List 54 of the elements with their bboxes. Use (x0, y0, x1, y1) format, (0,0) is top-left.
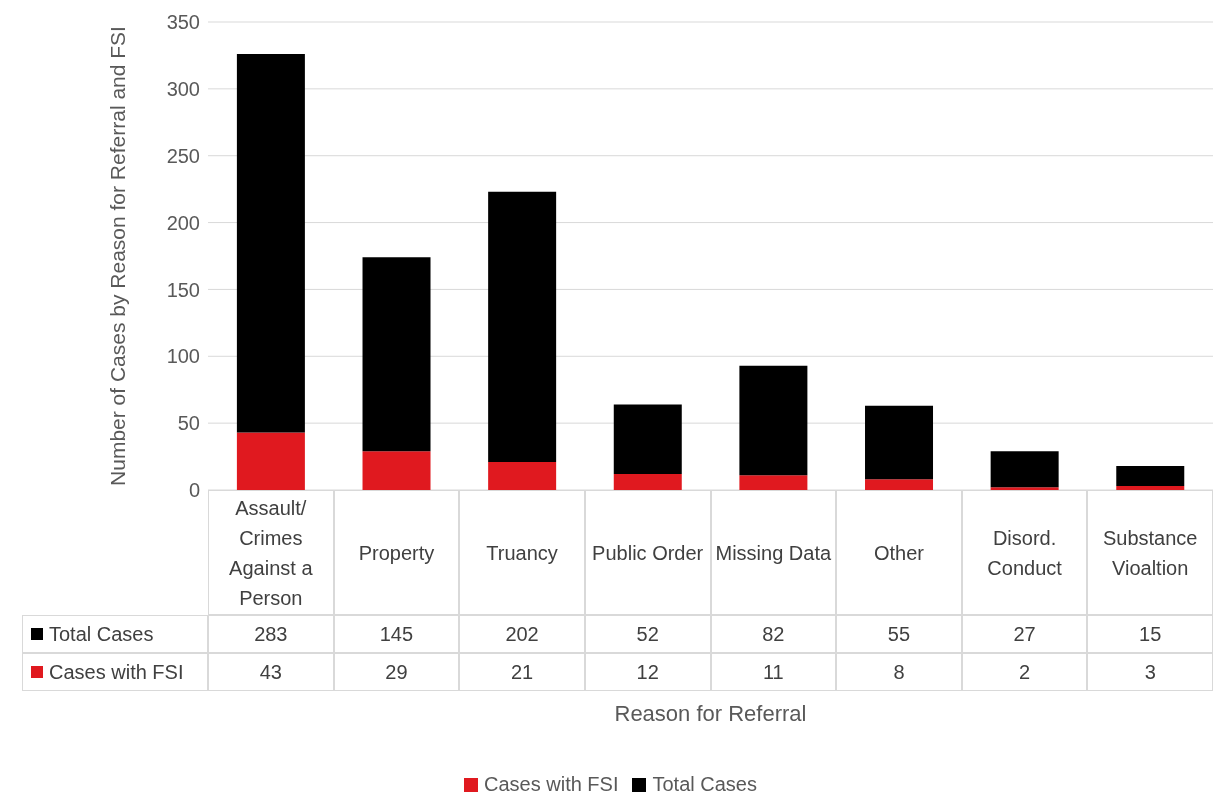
bar (613, 473, 682, 490)
x-tick-label: Property (333, 490, 460, 615)
data-label: 27 (961, 615, 1088, 653)
y-tick-label: 250 (166, 144, 200, 167)
y-tick-label: 0 (188, 479, 200, 502)
data-label: 283 (208, 615, 334, 653)
legend-label: Cases with FSI (22, 653, 208, 691)
data-label: 11 (710, 653, 837, 691)
x-tick-label: Disord. Conduct (961, 490, 1088, 615)
bar (236, 54, 305, 433)
y-tick-label: 200 (166, 211, 200, 234)
data-label: 2 (961, 653, 1088, 691)
data-label: 52 (584, 615, 711, 653)
data-label: 29 (333, 653, 460, 691)
data-label: 15 (1087, 615, 1213, 653)
bar (739, 365, 808, 476)
x-tick-label: Truancy (459, 490, 585, 615)
legend-label: Total Cases (22, 615, 208, 653)
y-tick-label: 350 (166, 11, 200, 34)
text: Cases with FSI (484, 773, 619, 795)
x-tick-label: Public Order (584, 490, 711, 615)
y-tick-label: 150 (166, 278, 200, 301)
bar (488, 461, 557, 490)
bar (362, 257, 431, 452)
x-tick-label: Substance Vioaltion (1087, 490, 1213, 615)
data-label: 202 (459, 615, 585, 653)
bar (865, 405, 934, 480)
bar (613, 404, 682, 474)
data-label: 43 (208, 653, 334, 691)
x-axis-title: Reason for Referral (613, 701, 808, 727)
bar (739, 475, 808, 490)
bar (990, 451, 1059, 488)
bar (865, 479, 934, 490)
y-tick-label: 50 (177, 412, 200, 435)
x-tick-label: Assault/ Crimes Against a Person (208, 490, 334, 615)
data-label: 21 (459, 653, 585, 691)
data-label: 145 (333, 615, 460, 653)
bar (1116, 465, 1185, 486)
data-label: 12 (584, 653, 711, 691)
y-tick-label: 300 (166, 77, 200, 100)
bar (236, 432, 305, 490)
data-label: 3 (1087, 653, 1213, 691)
y-axis-title: Number of Cases by Reason for Referral and FSI (106, 26, 130, 486)
data-label: 8 (836, 653, 962, 691)
data-label: 55 (836, 615, 962, 653)
bar (990, 487, 1059, 490)
data-label: 82 (710, 615, 837, 653)
text: Total Cases (652, 773, 757, 795)
y-tick-label: 100 (166, 345, 200, 368)
bar (1116, 485, 1185, 490)
bar (362, 451, 431, 490)
x-tick-label: Missing Data (710, 490, 837, 615)
bar (488, 191, 557, 462)
x-tick-label: Other (836, 490, 962, 615)
